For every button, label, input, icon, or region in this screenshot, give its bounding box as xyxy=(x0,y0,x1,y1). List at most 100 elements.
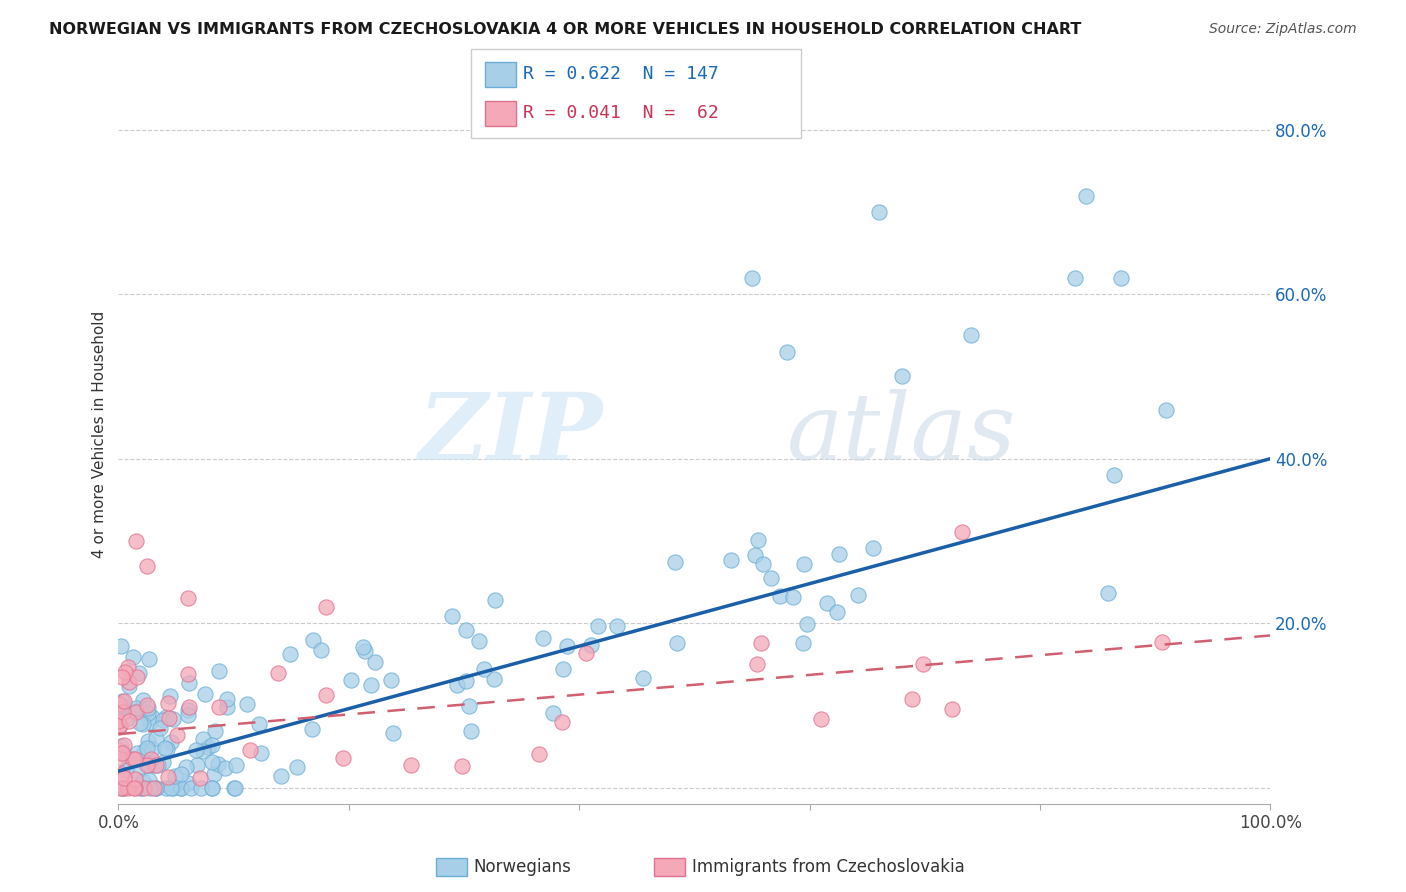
Point xyxy=(201,780,224,795)
Point xyxy=(202,766,225,780)
Point xyxy=(769,589,792,603)
Point xyxy=(117,780,139,795)
Point xyxy=(138,758,160,772)
Point xyxy=(125,670,148,684)
Point xyxy=(156,696,179,710)
Point xyxy=(339,673,361,688)
Point xyxy=(166,727,188,741)
Point xyxy=(309,642,332,657)
Point xyxy=(194,687,217,701)
Point xyxy=(1102,468,1125,483)
Point xyxy=(224,780,246,795)
Point xyxy=(399,758,422,772)
Point xyxy=(586,618,609,632)
Point xyxy=(890,369,912,384)
Point xyxy=(155,709,177,723)
Point xyxy=(108,697,131,711)
Point xyxy=(124,751,146,765)
Point xyxy=(484,592,506,607)
Point xyxy=(950,525,973,540)
Point xyxy=(301,633,323,648)
Point xyxy=(176,760,198,774)
Point xyxy=(118,679,141,693)
Point xyxy=(128,666,150,681)
Point xyxy=(186,743,208,757)
Point xyxy=(117,659,139,673)
Point xyxy=(250,747,273,761)
Point xyxy=(188,771,211,785)
Point xyxy=(664,556,686,570)
Point xyxy=(541,706,564,721)
Point xyxy=(527,747,550,762)
Point xyxy=(112,780,135,795)
Point xyxy=(440,609,463,624)
Point xyxy=(111,705,134,719)
Point xyxy=(136,558,159,573)
Point xyxy=(177,776,200,790)
Point xyxy=(124,772,146,786)
Point xyxy=(460,723,482,738)
Point xyxy=(118,754,141,768)
Point xyxy=(129,715,152,730)
Point xyxy=(177,676,200,690)
Point xyxy=(110,698,132,712)
Point xyxy=(155,741,177,756)
Point xyxy=(1109,270,1132,285)
Point xyxy=(458,698,481,713)
Point xyxy=(111,670,134,684)
Point xyxy=(134,780,156,795)
Point xyxy=(666,636,689,650)
Point xyxy=(125,533,148,548)
Point xyxy=(111,745,134,759)
Point xyxy=(901,691,924,706)
Point xyxy=(138,773,160,788)
Point xyxy=(149,722,172,736)
Point xyxy=(190,780,212,795)
Point xyxy=(112,771,135,785)
Point xyxy=(122,780,145,795)
Point xyxy=(108,718,131,732)
Point xyxy=(741,270,763,285)
Point xyxy=(112,738,135,752)
Point xyxy=(752,558,775,572)
Point xyxy=(744,549,766,563)
Point xyxy=(131,780,153,795)
Point xyxy=(551,715,574,730)
Point xyxy=(825,605,848,619)
Point xyxy=(170,767,193,781)
Point xyxy=(285,760,308,774)
Text: Norwegians: Norwegians xyxy=(474,858,572,876)
Point xyxy=(332,750,354,764)
Point xyxy=(138,780,160,795)
Point xyxy=(186,757,208,772)
Point xyxy=(197,739,219,754)
Point xyxy=(201,755,224,769)
Point xyxy=(555,640,578,654)
Point xyxy=(531,631,554,645)
Point xyxy=(118,675,141,690)
Point xyxy=(482,673,505,687)
Point xyxy=(828,547,851,561)
Point xyxy=(796,617,818,632)
Point xyxy=(110,640,132,654)
Point xyxy=(631,671,654,685)
Point xyxy=(125,705,148,719)
Point xyxy=(142,758,165,772)
Point xyxy=(145,731,167,745)
Point xyxy=(107,742,129,756)
Point xyxy=(382,726,405,740)
Point xyxy=(1063,270,1085,285)
Point xyxy=(775,344,797,359)
Point xyxy=(579,638,602,652)
Point xyxy=(136,698,159,712)
Point xyxy=(177,708,200,723)
Point xyxy=(912,657,935,671)
Point xyxy=(128,780,150,795)
Point xyxy=(138,715,160,730)
Point xyxy=(301,723,323,737)
Point xyxy=(115,712,138,726)
Point xyxy=(107,751,129,765)
Point xyxy=(125,704,148,718)
Point xyxy=(145,780,167,795)
Point xyxy=(208,699,231,714)
